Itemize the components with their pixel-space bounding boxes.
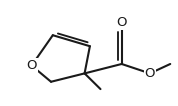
- Text: O: O: [116, 16, 127, 29]
- Text: O: O: [26, 59, 37, 72]
- Text: O: O: [145, 67, 155, 80]
